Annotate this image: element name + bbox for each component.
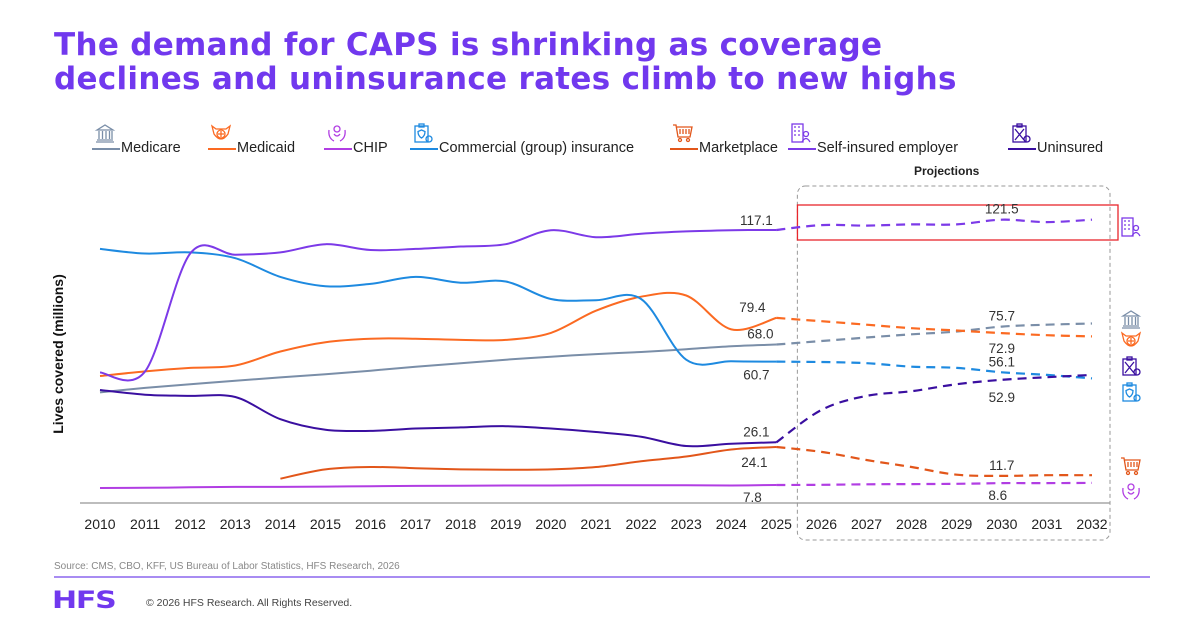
office-building-person-icon (1121, 217, 1141, 237)
x-tick-2029: 2029 (941, 516, 972, 532)
line-self_insured-projection (776, 218, 1093, 232)
title-line-2: declines and uninsurance rates climb to … (54, 61, 957, 97)
series-self_insured (99, 218, 1093, 382)
line-chip-projection (776, 481, 1093, 487)
line-medicaid-projection (776, 316, 1093, 338)
copyright-text: © 2026 HFS Research. All Rights Reserved… (146, 597, 353, 609)
data-label-medicaid-2025: 79.4 (739, 300, 766, 315)
line-commercial-projection (776, 360, 1093, 380)
child-care-hands-icon (326, 122, 348, 144)
page-title: The demand for CAPS is shrinking as cove… (54, 28, 1154, 96)
insurance-clipboard-icon (412, 122, 434, 144)
projections-box (796, 185, 1111, 541)
data-label-commercial-2025: 60.7 (743, 368, 769, 383)
crossed-clipboard-icon (1122, 356, 1141, 376)
x-tick-2030: 2030 (986, 516, 1017, 532)
line-chart: 117.1 121.5 79.4 72.9 68.0 75.7 60.7 56.1 26.1 52… (80, 185, 1142, 541)
line-medicare-projection (776, 322, 1093, 346)
medical-shield-icon (210, 122, 232, 144)
line-medicare-actual (99, 343, 777, 394)
data-label-uninsured-2025: 26.1 (743, 424, 769, 439)
x-tick-2028: 2028 (896, 516, 927, 532)
line-uninsured-actual (99, 389, 777, 448)
x-tick-2022: 2022 (626, 516, 657, 532)
legend-swatch (788, 148, 816, 150)
data-label-commercial-2030: 56.1 (989, 354, 1015, 369)
office-building-person-icon (790, 122, 812, 144)
legend-swatch (670, 148, 698, 150)
data-label-marketplace-2030: 11.7 (989, 458, 1014, 473)
line-medicaid-actual (99, 291, 777, 377)
data-label-medicare-2030: 75.7 (989, 309, 1015, 324)
x-tick-2016: 2016 (355, 516, 386, 532)
legend-label: Uninsured (1037, 140, 1104, 156)
x-tick-2023: 2023 (671, 516, 702, 532)
line-marketplace-projection (776, 445, 1093, 478)
x-tick-2013: 2013 (220, 516, 251, 532)
data-label-chip-2030: 8.6 (988, 488, 1007, 503)
x-tick-2024: 2024 (716, 516, 747, 532)
x-tick-2026: 2026 (806, 516, 837, 532)
x-tick-2017: 2017 (400, 516, 431, 532)
legend-swatch (1008, 148, 1036, 150)
child-care-hands-icon (1122, 483, 1140, 500)
legend-label: Marketplace (699, 140, 778, 156)
line-commercial-actual (99, 247, 777, 366)
data-label-marketplace-2025: 24.1 (741, 455, 767, 470)
x-tick-2019: 2019 (490, 516, 521, 532)
line-chip-actual (99, 484, 777, 489)
series-medicaid (99, 291, 1093, 377)
line-self_insured-actual (99, 229, 777, 382)
series-commercial (99, 247, 1093, 380)
x-tick-2014: 2014 (265, 516, 296, 532)
crossed-clipboard-icon (1010, 122, 1032, 144)
shopping-cart-icon (672, 122, 694, 144)
x-tick-2027: 2027 (851, 516, 882, 532)
data-label-medicaid-2030: 72.9 (989, 341, 1015, 356)
series-marketplace (280, 445, 1093, 480)
hfs-logo: HFS (52, 586, 117, 614)
government-building-icon (1120, 310, 1142, 329)
shopping-cart-icon (1121, 457, 1141, 476)
legend-swatch (410, 148, 438, 150)
x-tick-2010: 2010 (84, 516, 115, 532)
x-tick-2012: 2012 (175, 516, 206, 532)
legend-swatch (324, 148, 352, 150)
insurance-clipboard-icon (1122, 382, 1141, 402)
x-tick-2031: 2031 (1031, 516, 1062, 532)
medical-shield-icon (1120, 331, 1142, 347)
data-label-chip-2025: 7.8 (743, 490, 762, 505)
data-label-uninsured-2030: 52.9 (989, 390, 1015, 405)
x-tick-2015: 2015 (310, 516, 341, 532)
legend-swatch (208, 148, 236, 150)
projections-label: Projections (914, 164, 980, 178)
legend-label: CHIP (353, 140, 388, 156)
x-tick-2032: 2032 (1076, 516, 1107, 532)
series-chip (99, 481, 1093, 489)
line-uninsured-projection (775, 373, 1093, 444)
legend-label: Self-insured employer (817, 140, 959, 156)
line-marketplace-actual (280, 446, 777, 480)
title-line-1: The demand for CAPS is shrinking as cove… (54, 27, 883, 63)
highlight-box (796, 204, 1119, 241)
legend-label: Commercial (group) insurance (439, 140, 635, 156)
x-tick-2011: 2011 (130, 516, 160, 532)
series-uninsured (99, 373, 1093, 448)
legend-label: Medicaid (237, 140, 296, 156)
source-note: Source: CMS, CBO, KFF, US Bureau of Labo… (54, 561, 400, 572)
data-label-self_insured-2025: 117.1 (740, 213, 773, 228)
footer-divider (54, 576, 1150, 578)
data-label-self_insured-2030: 121.5 (985, 202, 1019, 217)
legend-swatch (92, 148, 120, 150)
series-medicare (99, 322, 1093, 394)
x-tick-2020: 2020 (535, 516, 566, 532)
x-tick-2018: 2018 (445, 516, 476, 532)
government-building-icon (94, 122, 116, 144)
x-tick-2021: 2021 (580, 516, 611, 532)
x-tick-2025: 2025 (761, 516, 792, 532)
data-label-medicare-2025: 68.0 (747, 327, 773, 342)
legend-label: Medicare (121, 140, 181, 156)
